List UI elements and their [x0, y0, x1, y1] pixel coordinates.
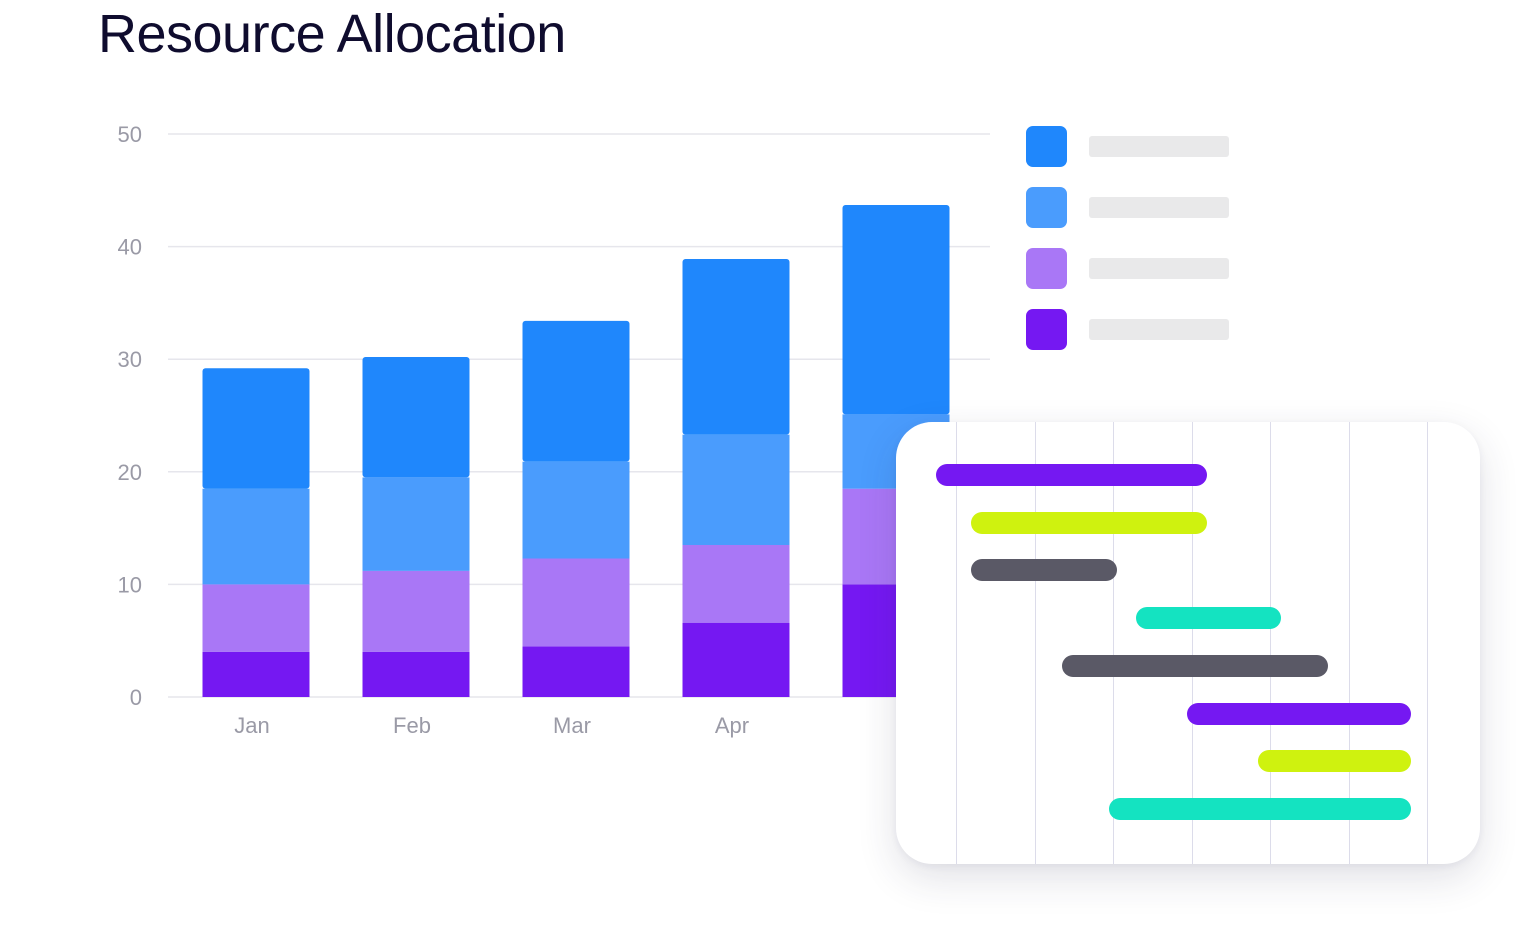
legend-item: [1026, 248, 1236, 289]
y-tick-label: 10: [118, 572, 142, 597]
y-tick-label: 40: [118, 235, 142, 260]
y-tick-label: 0: [130, 685, 142, 710]
bar-segment: [682, 544, 790, 623]
x-tick-label: Mar: [553, 713, 591, 738]
legend-swatch: [1026, 187, 1067, 228]
gantt-task-bar: [1187, 702, 1411, 725]
legend-swatch: [1026, 309, 1067, 350]
bar-segment: [362, 356, 470, 478]
gantt-task-bar: [1257, 750, 1411, 773]
legend-label-placeholder: [1089, 136, 1229, 157]
gantt-gridline: [1270, 422, 1271, 864]
bar-segment: [202, 488, 310, 585]
bar-segment: [682, 258, 790, 435]
gantt-task-bar: [1061, 654, 1329, 677]
bar-segment: [842, 204, 950, 415]
x-axis-ticks: Jan Feb Mar Apr: [234, 713, 749, 738]
legend-label-placeholder: [1089, 258, 1229, 279]
bar-segment: [522, 646, 630, 697]
legend-label-placeholder: [1089, 319, 1229, 340]
legend-item: [1026, 126, 1236, 167]
legend-label-placeholder: [1089, 197, 1229, 218]
legend-swatch: [1026, 248, 1067, 289]
y-tick-label: 30: [118, 347, 142, 372]
bar-segment: [202, 651, 310, 697]
x-tick-label: Jan: [234, 713, 269, 738]
legend-item: [1026, 309, 1236, 350]
gantt-task-bar: [1108, 797, 1411, 820]
y-tick-label: 50: [118, 122, 142, 147]
bar-segment: [522, 558, 630, 647]
bar-segment: [362, 477, 470, 571]
gantt-card: [896, 422, 1480, 864]
y-tick-label: 20: [118, 460, 142, 485]
bar-segment: [522, 320, 630, 462]
legend-item: [1026, 187, 1236, 228]
x-tick-label: Feb: [393, 713, 431, 738]
gantt-task-bar: [1136, 607, 1282, 630]
gantt-gridline: [1113, 422, 1114, 864]
gantt-gridline: [1191, 422, 1193, 864]
x-tick-label: Apr: [715, 713, 749, 738]
bar-segment: [682, 622, 790, 697]
chart-bars: [202, 204, 950, 697]
gantt-task-bar: [971, 511, 1207, 534]
bar-segment: [362, 651, 470, 697]
gantt-gridline: [1348, 422, 1350, 864]
bar-segment: [202, 368, 310, 489]
legend-swatch: [1026, 126, 1067, 167]
bar-segment: [362, 570, 470, 652]
gantt-gridline: [1427, 422, 1428, 864]
gantt-gridline: [956, 422, 957, 864]
gantt-task-bar: [936, 464, 1207, 486]
bar-segment: [522, 461, 630, 559]
page-title: Resource Allocation: [98, 4, 566, 64]
gantt-task-bar: [971, 559, 1117, 582]
bar-segment: [682, 434, 790, 545]
bar-segment: [202, 584, 310, 652]
y-axis-ticks: 0 10 20 30 40 50: [118, 122, 142, 710]
gantt-gridline: [1034, 422, 1036, 864]
